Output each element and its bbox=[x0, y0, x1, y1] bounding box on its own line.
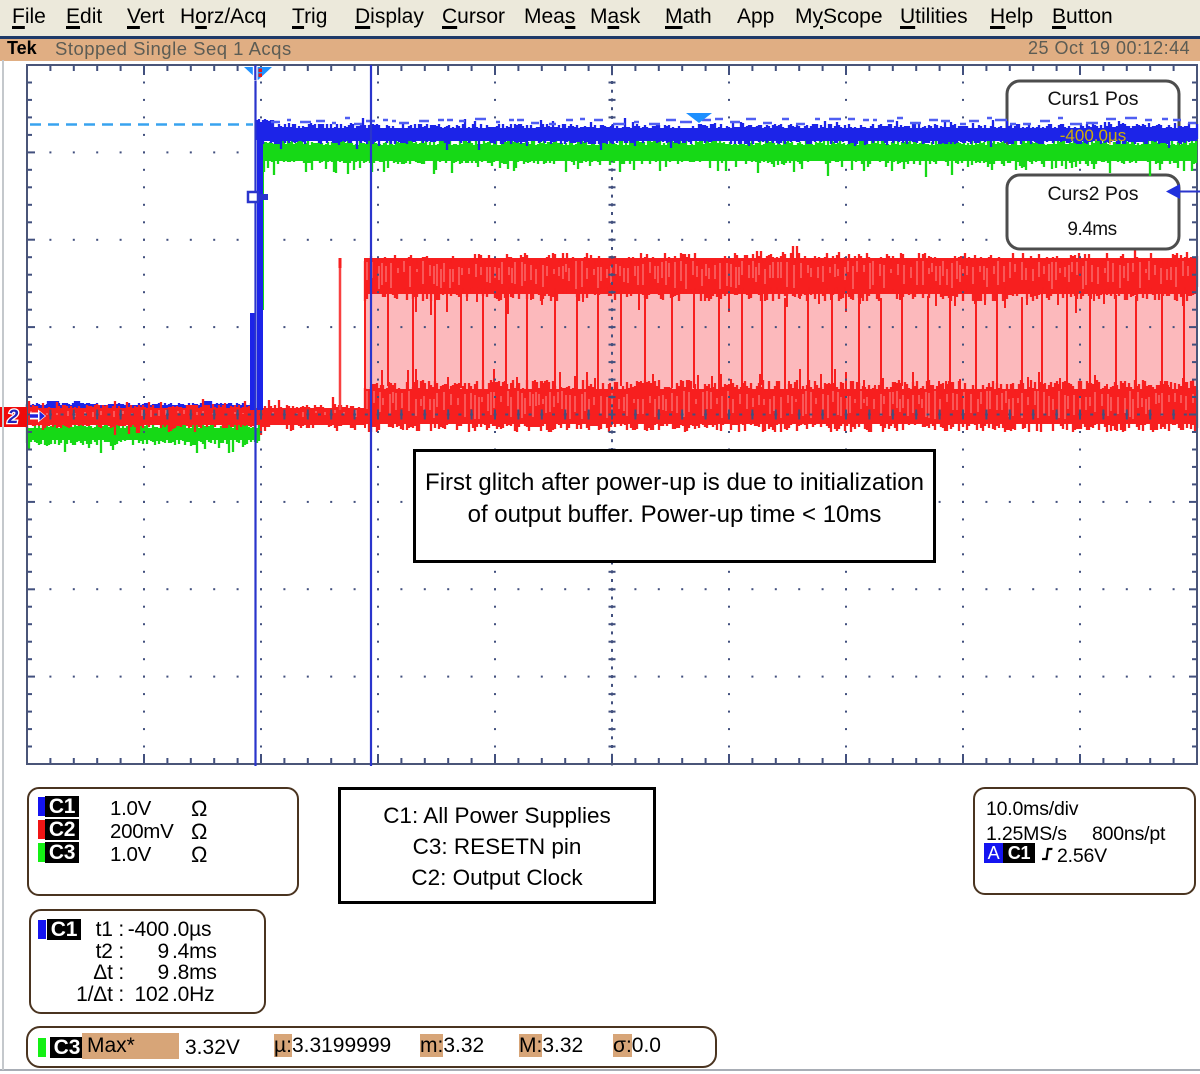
svg-text:2: 2 bbox=[7, 407, 19, 428]
svg-text:-400.0µs: -400.0µs bbox=[1060, 126, 1127, 145]
svg-text:Curs2 Pos: Curs2 Pos bbox=[1047, 183, 1138, 205]
svg-text:Curs1 Pos: Curs1 Pos bbox=[1047, 88, 1138, 110]
svg-text:9.4ms: 9.4ms bbox=[1067, 219, 1116, 240]
